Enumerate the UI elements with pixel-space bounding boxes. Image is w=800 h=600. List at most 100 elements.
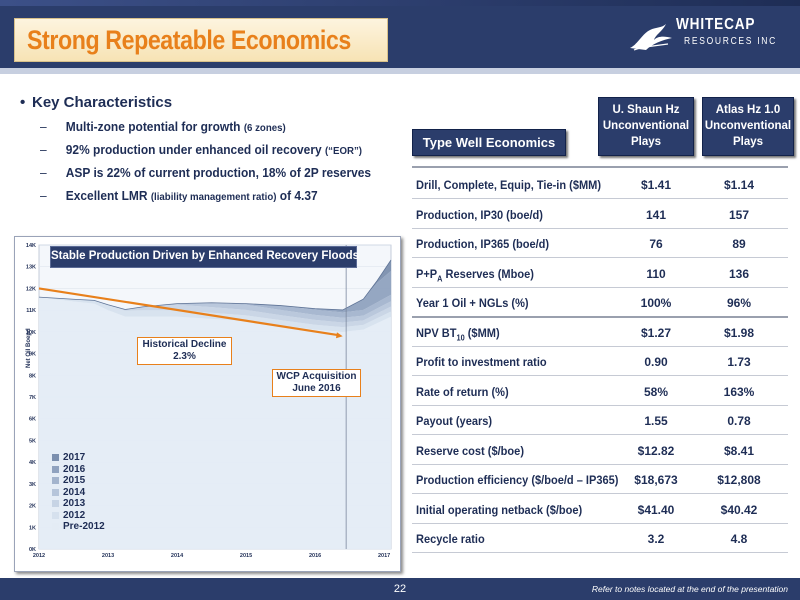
total-production-line bbox=[38, 259, 392, 311]
row-value-ushaun: 100% bbox=[640, 296, 672, 310]
x-tick-label: 2013 bbox=[102, 553, 114, 559]
area-2016 bbox=[39, 270, 391, 313]
row-value-ushaun: 1.55 bbox=[644, 414, 668, 428]
table-top-rule bbox=[412, 166, 788, 168]
row-label: Production, IP30 (boe/d) bbox=[416, 207, 543, 222]
y-tick-label: 0K bbox=[29, 547, 36, 553]
bullet-item-note: (“EOR”) bbox=[324, 145, 362, 157]
title-box: Strong Repeatable Economics bbox=[14, 18, 388, 62]
header-stripe bbox=[0, 0, 800, 6]
row-label: Production efficiency ($/boe/d – IP365) bbox=[416, 473, 619, 487]
table-row: Recycle ratio 3.2 4.8 bbox=[412, 524, 788, 553]
page-title: Strong Repeatable Economics bbox=[27, 25, 351, 55]
legend-label: 2012 bbox=[63, 509, 86, 521]
table-row: Year 1 Oil + NGLs (%) 100% 96% bbox=[412, 288, 788, 318]
legend-swatch bbox=[52, 454, 59, 461]
y-tick-label: 13K bbox=[26, 265, 36, 271]
bullet-item-note: (liability management ratio) bbox=[150, 191, 277, 203]
column-header-line: U. Shaun Hz bbox=[612, 104, 680, 116]
table-row: Reserve cost ($/boe) $12.82 $8.41 bbox=[412, 436, 788, 465]
legend-swatch bbox=[52, 488, 59, 496]
bullet-item: – Excellent LMR (liability management rat… bbox=[40, 188, 318, 203]
area-2013 bbox=[39, 297, 391, 328]
table-row: Production, IP365 (boe/d) 76 89 bbox=[412, 229, 788, 258]
y-tick-label: 6K bbox=[29, 417, 36, 423]
table-row: Production efficiency ($/boe/d – IP365) $… bbox=[412, 465, 788, 494]
y-tick-label: 7K bbox=[29, 395, 36, 401]
key-characteristics: • Key Characteristics – Multi-zone potenti… bbox=[20, 94, 420, 203]
footer-bar: 22 Refer to notes located at the end of … bbox=[0, 578, 800, 600]
y-tick-label: 10K bbox=[26, 330, 36, 336]
table-row: P+PA Reserves (Mboe) 110 136 bbox=[412, 259, 788, 288]
legend-label: 2016 bbox=[63, 463, 86, 475]
legend-item: 2016 bbox=[52, 464, 130, 476]
row-value-atlas: 89 bbox=[732, 237, 746, 251]
row-label: NPV BT10 ($MM) bbox=[416, 326, 500, 342]
x-tick-label: 2016 bbox=[309, 553, 321, 559]
chart-banner: Stable Production Driven by Enhanced Rec… bbox=[50, 246, 359, 268]
row-value-ushaun: 0.90 bbox=[644, 355, 668, 369]
acquisition-callout-line2: June 2016 bbox=[292, 383, 341, 394]
decline-callout-line1: Historical Decline bbox=[142, 339, 227, 350]
row-label: Payout (years) bbox=[416, 414, 493, 428]
area-2014 bbox=[39, 297, 391, 323]
row-value-ushaun: 141 bbox=[645, 207, 667, 222]
y-tick-label: 5K bbox=[29, 438, 36, 444]
row-value-atlas: 136 bbox=[728, 266, 750, 281]
x-tick-label: 2014 bbox=[171, 553, 184, 559]
legend-swatch bbox=[52, 477, 59, 484]
table-row: Production, IP30 (boe/d) 141 157 bbox=[412, 200, 788, 229]
row-value-atlas: 163% bbox=[723, 384, 755, 399]
row-label: P+PA Reserves (Mboe) bbox=[416, 267, 534, 283]
column-header-line: Unconventional bbox=[704, 120, 792, 132]
bullet-item: – ASP is 22% of current production, 18% o… bbox=[40, 165, 372, 180]
legend-label: 2017 bbox=[63, 452, 86, 463]
row-value-atlas: $40.42 bbox=[720, 502, 758, 517]
legend-item: 2015 bbox=[52, 475, 130, 487]
bullet-item-text: Excellent LMR bbox=[65, 188, 148, 203]
row-label: Recycle ratio bbox=[416, 532, 485, 546]
row-label: Drill, Complete, Equip, Tie-in ($MM) bbox=[416, 178, 602, 192]
column-header-line: Atlas Hz 1.0 bbox=[715, 104, 781, 116]
row-value-atlas: $1.98 bbox=[723, 325, 755, 340]
acquisition-callout-line1: WCP Acquisition bbox=[276, 371, 357, 382]
y-tick-label: 9K bbox=[29, 352, 36, 358]
table-title: Type Well Economics bbox=[422, 135, 556, 150]
row-label-part: P+P bbox=[416, 266, 438, 281]
legend-swatch bbox=[52, 465, 59, 473]
legend-label: 2014 bbox=[63, 486, 86, 498]
column-header-ushaun: U. Shaun Hz Unconventional Plays bbox=[598, 97, 694, 156]
row-label-part: ($MM) bbox=[464, 325, 500, 340]
legend-swatch bbox=[52, 523, 59, 530]
table-row: NPV BT10 ($MM) $1.27 $1.98 bbox=[412, 318, 788, 347]
legend-item: 2013 bbox=[52, 498, 130, 510]
header-bar: Strong Repeatable Economics WHITECAP RES… bbox=[0, 0, 800, 68]
logo-name: WHITECAP bbox=[676, 16, 756, 33]
column-header-line: Plays bbox=[630, 136, 662, 148]
row-value-atlas: 96% bbox=[726, 296, 752, 310]
row-value-ushaun: $1.41 bbox=[640, 178, 672, 192]
bullet-item-text: ASP is 22% of current production, 18% of… bbox=[65, 165, 372, 180]
row-value-ushaun: $18,673 bbox=[634, 473, 678, 487]
chart-y-axis-label: Net Oil Boepd bbox=[26, 328, 32, 368]
legend-item: 2012 bbox=[52, 510, 130, 522]
row-label: Reserve cost ($/boe) bbox=[416, 443, 524, 458]
table-row: Rate of return (%) 58% 163% bbox=[412, 377, 788, 406]
y-tick-label: 4K bbox=[29, 460, 36, 466]
row-label: Production, IP365 (boe/d) bbox=[416, 237, 550, 251]
whitecap-wave-icon bbox=[630, 24, 672, 51]
row-value-ushaun: 3.2 bbox=[647, 532, 665, 546]
bullet-item-note: (6 zones) bbox=[243, 122, 286, 134]
bullet-heading: • Key Characteristics bbox=[20, 94, 173, 111]
row-value-ushaun: $1.27 bbox=[640, 325, 672, 340]
decline-callout: Historical Decline 2.3% bbox=[137, 337, 232, 365]
area-2015 bbox=[39, 294, 391, 318]
bullet-item-text: Multi-zone potential for growth bbox=[65, 119, 241, 134]
x-tick-label: 2012 bbox=[33, 553, 45, 559]
header-underline bbox=[0, 68, 800, 74]
column-header-line: Unconventional bbox=[602, 120, 690, 132]
table-row: Drill, Complete, Equip, Tie-in ($MM) $1.4… bbox=[412, 170, 788, 199]
row-value-atlas: 157 bbox=[728, 207, 750, 222]
production-chart-frame: 0K 1K 2K 3K 4K 5K 6K 7K 8K 9K 10K 11K 12K 13K 14K 2012 2… bbox=[14, 236, 401, 572]
